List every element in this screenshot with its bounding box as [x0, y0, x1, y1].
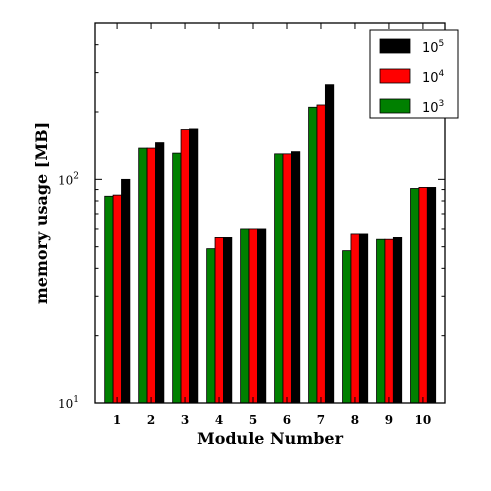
x-axis-label: Module Number — [197, 429, 344, 448]
bar-series-5-module-6 — [290, 151, 301, 404]
x-tick-label: 4 — [215, 413, 223, 427]
bar-series-5-module-10 — [426, 187, 437, 404]
bar-series-5-module-2 — [155, 142, 165, 404]
bar-series-4-module-7 — [316, 104, 326, 404]
x-tick-label: 9 — [385, 413, 393, 427]
y-tick-label: 101 — [58, 395, 79, 411]
x-tick-label: 7 — [317, 413, 325, 427]
bar-series-4-module-3 — [180, 129, 190, 404]
x-tick-label: 3 — [181, 413, 189, 427]
bar-series-4-module-5 — [248, 228, 258, 404]
bar-series-3-module-5 — [240, 228, 250, 404]
legend-swatch-3 — [379, 98, 411, 114]
bar-series-5-module-1 — [121, 178, 131, 404]
bar-series-5-module-8 — [358, 233, 369, 404]
bar-series-3-module-9 — [376, 238, 386, 404]
bar-series-4-module-4 — [214, 237, 224, 404]
bar-series-4-module-10 — [418, 187, 428, 404]
bar-series-5-module-3 — [189, 128, 199, 404]
ticks-layer — [95, 22, 445, 404]
x-tick-label: 10 — [415, 413, 432, 427]
bar-series-5-module-7 — [324, 84, 335, 404]
bar-series-4-module-8 — [350, 233, 360, 404]
bar-series-5-module-4 — [223, 237, 233, 404]
bar-series-5-module-9 — [392, 237, 403, 404]
bar-series-3-module-2 — [138, 147, 148, 404]
legend-swatch-4 — [379, 68, 411, 84]
bar-series-3-module-4 — [206, 248, 216, 404]
x-tick-label: 1 — [113, 413, 121, 427]
y-tick-label: 102 — [58, 171, 79, 187]
bar-series-4-module-6 — [282, 153, 292, 404]
bar-series-3-module-1 — [104, 195, 114, 404]
bar-series-3-module-7 — [308, 106, 318, 404]
bars-layer — [104, 84, 437, 404]
x-tick-label: 2 — [147, 413, 155, 427]
bar-series-5-module-5 — [257, 228, 267, 404]
bar-series-3-module-10 — [410, 188, 420, 404]
plot-frame — [94, 22, 446, 404]
bar-series-3-module-6 — [274, 153, 284, 404]
legend-swatch-5 — [379, 38, 411, 54]
bar-series-4-module-2 — [146, 147, 156, 404]
y-axis-label: memory usage [MB] — [32, 122, 51, 304]
bar-series-3-module-8 — [342, 250, 352, 404]
x-tick-label: 5 — [249, 413, 257, 427]
bar-series-4-module-9 — [384, 238, 394, 404]
bar-series-4-module-1 — [112, 194, 122, 404]
bar-series-3-module-3 — [172, 152, 182, 404]
x-tick-label: 6 — [283, 413, 291, 427]
x-tick-label: 8 — [351, 413, 359, 427]
